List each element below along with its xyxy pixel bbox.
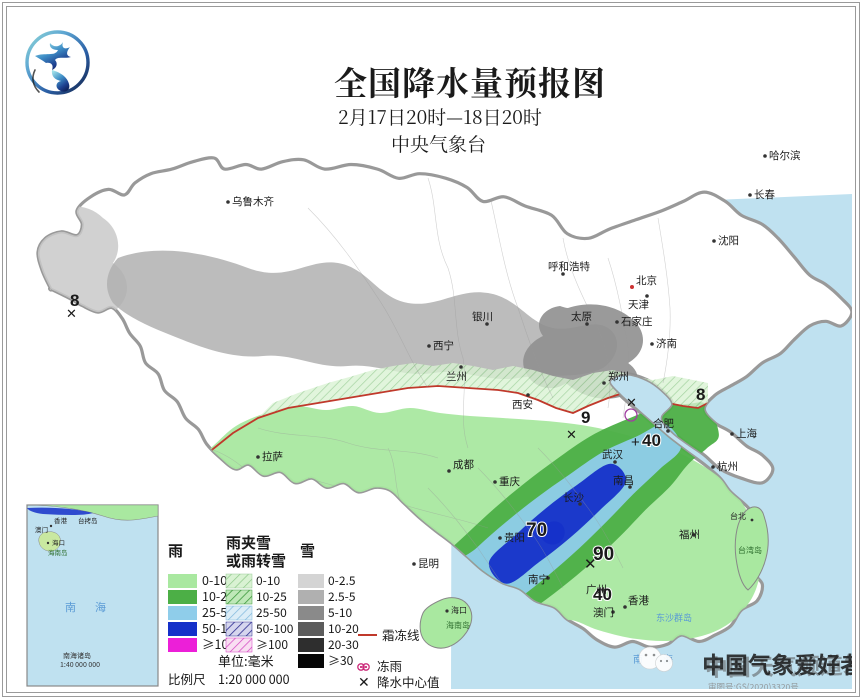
- svg-text:郑州: 郑州: [608, 369, 629, 384]
- svg-text:沈阳: 沈阳: [718, 233, 739, 248]
- svg-text:天津: 天津: [628, 297, 649, 312]
- svg-text:✕: ✕: [566, 427, 577, 442]
- svg-text:济南: 济南: [656, 336, 677, 351]
- svg-text:澳门: 澳门: [35, 524, 48, 534]
- svg-text:南 海: 南 海: [65, 599, 110, 615]
- svg-text:海口: 海口: [451, 605, 467, 616]
- svg-text:海口: 海口: [52, 537, 65, 547]
- svg-text:拉萨: 拉萨: [262, 449, 283, 464]
- svg-text:海南岛: 海南岛: [48, 547, 68, 557]
- svg-text:上海: 上海: [736, 426, 757, 441]
- svg-text:东沙群岛: 东沙群岛: [656, 611, 692, 624]
- svg-text:香港: 香港: [628, 593, 649, 608]
- svg-text:杭州: 杭州: [717, 459, 738, 474]
- svg-text:✕: ✕: [66, 306, 77, 321]
- svg-text:南昌: 南昌: [613, 473, 634, 488]
- svg-text:哈尔滨: 哈尔滨: [769, 148, 801, 163]
- svg-text:审图号:GS(2020)3320号: 审图号:GS(2020)3320号: [708, 681, 799, 689]
- svg-text:合肥: 合肥: [653, 416, 674, 431]
- svg-text:西宁: 西宁: [433, 338, 454, 353]
- svg-text:广州: 广州: [586, 582, 607, 597]
- svg-text:40: 40: [642, 431, 661, 450]
- svg-text:呼和浩特: 呼和浩特: [548, 259, 590, 274]
- svg-text:西安: 西安: [512, 397, 533, 412]
- svg-text:兰州: 兰州: [446, 369, 467, 384]
- svg-text:台拷岛: 台拷岛: [78, 515, 98, 525]
- svg-text:北京: 北京: [636, 273, 657, 288]
- svg-text:石家庄: 石家庄: [621, 314, 653, 329]
- svg-text:70: 70: [526, 520, 547, 541]
- svg-text:贵阳: 贵阳: [504, 530, 525, 545]
- svg-text:长沙: 长沙: [563, 490, 584, 505]
- svg-text:银川: 银川: [472, 309, 493, 324]
- svg-text:台湾岛: 台湾岛: [738, 545, 762, 556]
- svg-text:长春: 长春: [754, 187, 775, 202]
- svg-text:重庆: 重庆: [499, 474, 520, 489]
- svg-text:香港: 香港: [54, 515, 68, 525]
- svg-text:昆明: 昆明: [418, 556, 439, 571]
- svg-text:台北: 台北: [730, 511, 746, 522]
- svg-text:南宁: 南宁: [528, 572, 549, 587]
- svg-text:✕: ✕: [584, 556, 597, 573]
- svg-text:太原: 太原: [571, 309, 592, 324]
- svg-text:✕: ✕: [626, 395, 637, 410]
- svg-text:乌鲁木齐: 乌鲁木齐: [232, 194, 274, 209]
- svg-text:澳门: 澳门: [593, 605, 614, 620]
- svg-text:中国气象爱好者: 中国气象爱好者: [702, 646, 852, 680]
- svg-text:+: +: [631, 434, 640, 451]
- svg-text:8: 8: [696, 385, 705, 404]
- svg-text:海南岛: 海南岛: [446, 620, 470, 631]
- svg-text:1:40 000 000: 1:40 000 000: [60, 660, 100, 670]
- svg-text:福州: 福州: [679, 527, 700, 542]
- svg-text:武汉: 武汉: [602, 447, 623, 462]
- svg-text:成都: 成都: [453, 457, 474, 472]
- svg-text:9: 9: [581, 408, 590, 427]
